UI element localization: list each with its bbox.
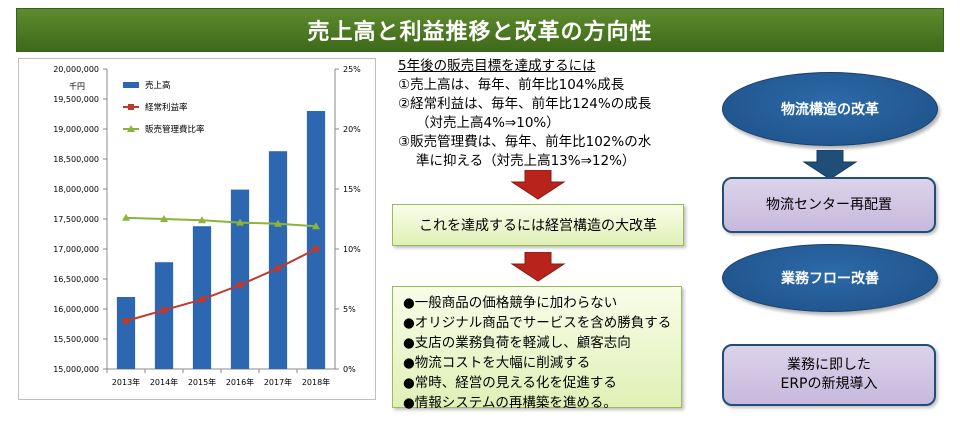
profit-rate-point: [161, 307, 167, 314]
action-item: ●物流コストを大幅に削減する: [403, 355, 591, 371]
x-tick-label: 2014年: [150, 377, 178, 387]
legend-label: 経常利益率: [145, 102, 188, 113]
erp-box: 業務に即した ERPの新規導入: [722, 344, 936, 406]
plan-line: 準に抑える（対売上高13%⇒12%）: [416, 153, 636, 169]
sga-rate-point: [122, 213, 130, 221]
action-item: ●常時、経営の見える化を促進する: [403, 375, 617, 391]
profit-rate-point: [237, 282, 243, 288]
action-item: ●支店の業務負荷を軽減し、顧客志向: [403, 335, 631, 351]
y-tick-label-left: 20,000,000: [53, 65, 99, 74]
sga-rate-point: [312, 222, 320, 230]
plan-line: （対売上高4%⇒10%）: [416, 115, 560, 131]
profit-rate-point: [199, 296, 205, 303]
y-tick-label-right: 20%: [343, 125, 361, 134]
page-title: 売上高と利益推移と改革の方向性: [307, 20, 653, 45]
y-axis-unit-label: 千円: [69, 81, 85, 91]
x-tick-label: 2016年: [226, 377, 254, 387]
x-tick-label: 2013年: [112, 377, 140, 387]
plan-text: 5年後の販売目標を達成するには ①売上高は、毎年、前年比104%成長 ②経常利益…: [398, 57, 698, 171]
legend-swatch-sales: [123, 82, 139, 88]
sales-profit-chart: 15,000,000 15,500,000 16,000,000 16,500,000…: [53, 65, 361, 387]
legend-marker-sga: [127, 125, 135, 132]
profit-rate-point: [275, 265, 281, 272]
x-tick-label: 2015年: [188, 377, 216, 387]
plan-line: ①売上高は、毎年、前年比104%成長: [398, 77, 625, 93]
y-tick-label-right: 25%: [343, 65, 361, 74]
y-tick-label-right: 0%: [343, 365, 356, 374]
legend-marker-profit: [128, 104, 134, 110]
x-tick-label: 2018年: [302, 377, 330, 387]
title-bar: 売上高と利益推移と改革の方向性: [16, 8, 944, 52]
y-tick-label-right: 10%: [343, 245, 361, 254]
box-label: 業務に即した: [786, 357, 871, 373]
chart-panel: 15,000,000 15,500,000 16,000,000 16,500,000…: [18, 58, 376, 400]
legend-label: 売上高: [145, 80, 171, 91]
y-tick-label-left: 16,500,000: [53, 275, 99, 284]
action-item: ●一般商品の価格競争に加わらない: [403, 295, 618, 311]
reform-box: これを達成するには経営構造の大改革: [392, 204, 684, 246]
y-tick-label-left: 17,500,000: [53, 215, 99, 224]
profit-rate-line: [125, 248, 317, 322]
logistics-reform-ellipse: 物流構造の改革: [722, 72, 938, 146]
y-tick-label-left: 16,000,000: [53, 305, 99, 314]
sales-bar: [306, 111, 326, 369]
box-label: ERPの新規導入: [780, 376, 878, 392]
workflow-ellipse: 業務フロー改善: [722, 244, 938, 312]
sga-rate-point: [236, 218, 244, 226]
actions-box: ●一般商品の価格競争に加わらない ●オリジナル商品でサービスを含め勝負する ●支…: [392, 286, 682, 411]
legend-label: 販売管理費比率: [145, 124, 205, 135]
sga-rate-point: [198, 216, 206, 224]
plan-line: ②経常利益は、毎年、前年比124%の成長: [398, 96, 652, 112]
y-tick-label-left: 17,000,000: [53, 245, 99, 254]
y-tick-label-left: 19,000,000: [53, 125, 99, 134]
sga-rate-point: [274, 219, 282, 227]
sales-bar: [116, 297, 136, 369]
down-arrow-icon: [802, 150, 858, 180]
profit-rate-point: [123, 318, 129, 324]
sga-rate-line: [125, 216, 317, 228]
ellipse-label: 物流構造の改革: [781, 102, 879, 118]
y-tick-label-right: 5%: [343, 305, 356, 314]
y-tick-label-left: 18,000,000: [53, 185, 99, 194]
ellipse-label: 業務フロー改善: [781, 271, 879, 287]
sales-bar: [154, 262, 174, 369]
x-tick-label: 2017年: [264, 377, 292, 387]
sales-bar: [230, 189, 250, 369]
logistics-center-box: 物流センター再配置: [722, 177, 936, 233]
y-tick-label-right: 15%: [343, 185, 361, 194]
y-tick-label-left: 15,000,000: [53, 365, 99, 374]
action-item: ●オリジナル商品でサービスを含め勝負する: [403, 315, 672, 331]
plan-line: ③販売管理費は、毎年、前年比102%の水: [398, 134, 652, 150]
box-label: 物流センター再配置: [766, 196, 892, 213]
profit-rate-point: [313, 246, 319, 252]
sga-rate-point: [160, 215, 168, 222]
reform-text: これを達成するには経営構造の大改革: [419, 218, 657, 234]
action-item: ●情報システムの再構築を進める。: [403, 395, 617, 411]
y-tick-label-left: 15,500,000: [53, 335, 99, 344]
down-arrow-icon: [510, 252, 566, 282]
sales-bar: [268, 151, 288, 369]
y-tick-label-left: 18,500,000: [53, 155, 99, 164]
y-tick-label-left: 19,500,000: [53, 95, 99, 104]
down-arrow-icon: [510, 170, 566, 200]
plan-heading: 5年後の販売目標を達成するには: [398, 58, 596, 74]
